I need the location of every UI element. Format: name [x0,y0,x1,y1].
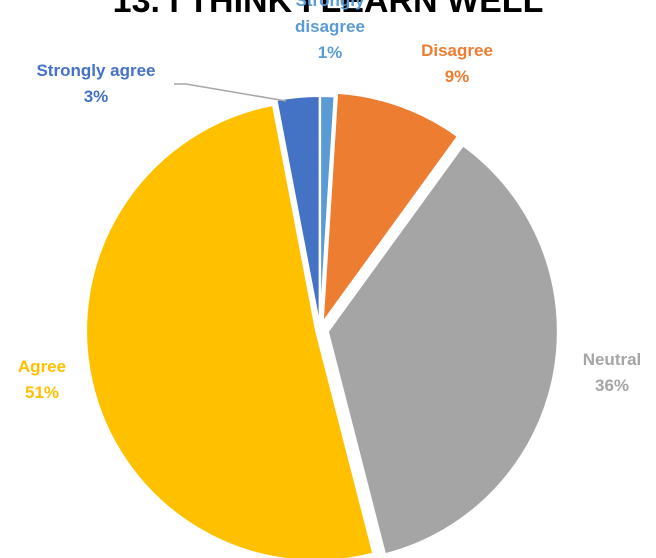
data-label-agree: Agree 51% [18,357,66,402]
data-label-strongly-agree: Strongly agree 3% [36,61,155,106]
data-label-strongly-disagree: Strongly disagree 1% [295,0,365,62]
leader-lines [174,83,287,102]
data-label-disagree: Disagree 9% [421,41,493,86]
pie-slices [85,91,559,558]
leader-line-strongly-agree [174,83,287,102]
chart-title: 13. I THINK I LEARN WELL [113,0,544,20]
data-labels: Strongly disagree 1% Disagree 9% Neutral 36% Ag… [18,0,641,402]
pie-slice-agree [85,103,375,558]
pie-slice-disagree [321,91,460,326]
pie-slice-neutral [326,144,559,556]
data-label-neutral: Neutral 36% [583,350,642,395]
